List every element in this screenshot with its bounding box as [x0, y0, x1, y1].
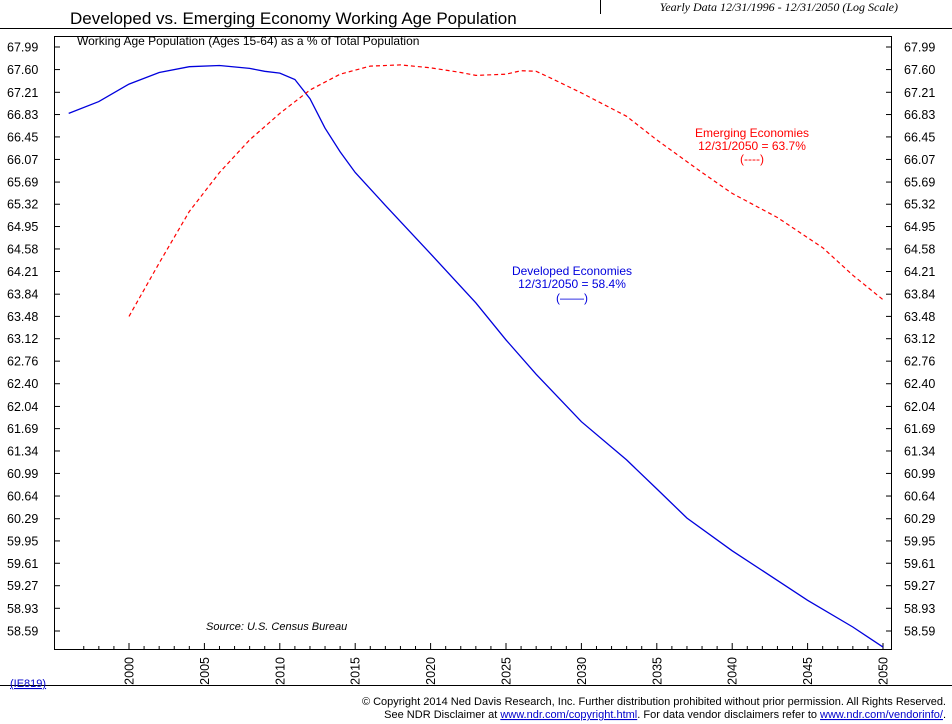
period-note: Yearly Data 12/31/1996 - 12/31/2050 (Log… — [660, 0, 898, 14]
y-tick-label-right: 58.59 — [904, 625, 935, 639]
y-tick-label-left: 67.99 — [7, 41, 38, 55]
x-tick-label: 2050 — [877, 657, 891, 685]
x-tick-label: 2045 — [801, 657, 815, 685]
copyright-link[interactable]: www.ndr.com/copyright.html — [499, 709, 637, 721]
y-tick-label-right: 59.61 — [904, 557, 935, 571]
y-tick-label-left: 59.61 — [7, 557, 38, 571]
y-tick-label-right: 59.95 — [904, 534, 935, 548]
x-axis: 2000 2005 2010 2015 2020 2025 2030 2035 2040 2045… — [83, 643, 891, 685]
y-tick-label-right: 60.64 — [904, 490, 935, 504]
chart-id-link[interactable]: (IE819) — [10, 678, 46, 690]
y-tick-label-left: 62.76 — [7, 355, 38, 369]
y-tick-label-right: 58.93 — [904, 602, 935, 616]
y-tick-label-right: 64.95 — [904, 220, 935, 234]
series-line-developed — [68, 64, 884, 648]
y-tick-label-right: 62.76 — [904, 355, 935, 369]
y-tick-label-right: 59.27 — [904, 579, 935, 593]
y-tick-label-right: 67.60 — [904, 63, 935, 77]
y-tick-label-right: 67.99 — [904, 41, 935, 55]
plot-frame — [54, 36, 892, 650]
y-tick-label-left: 67.60 — [7, 63, 38, 77]
y-tick-label-left: 62.40 — [7, 377, 38, 391]
y-tick-label-left: 65.32 — [7, 198, 38, 212]
disclaimer-suffix: . — [943, 709, 946, 721]
chart-subtitle: Working Age Population (Ages 15-64) as a… — [77, 34, 419, 48]
y-tick-label-left: 61.69 — [7, 422, 38, 436]
y-tick-label-right: 66.07 — [904, 153, 935, 167]
annotation-emerging-value: 12/31/2050 = 63.7% — [698, 139, 806, 153]
y-tick-label-left: 58.93 — [7, 602, 38, 616]
series-line-emerging — [128, 64, 884, 317]
x-tick-label: 2025 — [500, 657, 514, 685]
y-tick-label-right: 63.84 — [904, 288, 935, 302]
y-tick-label-left: 59.95 — [7, 534, 38, 548]
x-tick-label: 2015 — [349, 657, 363, 685]
copyright-line: © Copyright 2014 Ned Davis Research, Inc… — [362, 696, 946, 708]
y-tick-label-right: 64.21 — [904, 265, 935, 279]
y-tick-label-left: 64.95 — [7, 220, 38, 234]
y-tick-label-left: 67.21 — [7, 86, 38, 100]
annotation-developed-legend: (——) — [556, 291, 588, 305]
annotation-emerging-label: Emerging Economies — [695, 126, 809, 140]
annotation-developed-value: 12/31/2050 = 58.4% — [518, 277, 626, 291]
y-tick-label-right: 66.83 — [904, 108, 935, 122]
vendorinfo-link[interactable]: www.ndr.com/vendorinfo/ — [819, 709, 944, 721]
x-tick-label: 2010 — [273, 657, 287, 685]
y-tick-label-left: 64.21 — [7, 265, 38, 279]
y-tick-label-left: 60.29 — [7, 512, 38, 526]
x-tick-label: 2030 — [575, 657, 589, 685]
annotation-emerging-legend: (----) — [740, 152, 764, 166]
y-tick-label-left: 63.12 — [7, 332, 38, 346]
source-note: Source: U.S. Census Bureau — [206, 621, 347, 633]
y-tick-label-right: 66.45 — [904, 130, 935, 144]
y-axis-left: 67.99 67.60 67.21 66.83 66.45 66.07 65.69 65.32… — [7, 41, 60, 639]
y-tick-label-left: 60.64 — [7, 490, 38, 504]
y-tick-label-right: 65.32 — [904, 198, 935, 212]
y-tick-label-left: 62.04 — [7, 400, 38, 414]
disclaimer-prefix: See NDR Disclaimer at — [384, 709, 500, 721]
y-tick-label-left: 58.59 — [7, 625, 38, 639]
x-tick-label: 2040 — [726, 657, 740, 685]
y-tick-label-right: 67.21 — [904, 86, 935, 100]
chart-title: Developed vs. Emerging Economy Working A… — [70, 9, 517, 28]
y-tick-label-left: 64.58 — [7, 242, 38, 256]
y-tick-label-left: 59.27 — [7, 579, 38, 593]
x-tick-label: 2020 — [424, 657, 438, 685]
y-tick-label-left: 65.69 — [7, 176, 38, 190]
y-tick-label-right: 62.40 — [904, 377, 935, 391]
disclaimer-line: See NDR Disclaimer at www.ndr.com/copyri… — [384, 709, 946, 721]
y-tick-label-right: 65.69 — [904, 176, 935, 190]
y-tick-label-right: 60.99 — [904, 467, 935, 481]
annotation-developed-label: Developed Economies — [512, 264, 632, 278]
y-tick-label-left: 66.83 — [7, 108, 38, 122]
y-tick-label-right: 60.29 — [904, 512, 935, 526]
x-tick-label: 2035 — [650, 657, 664, 685]
y-tick-label-left: 66.45 — [7, 130, 38, 144]
y-tick-label-left: 61.34 — [7, 444, 38, 458]
y-tick-label-right: 63.12 — [904, 332, 935, 346]
y-axis-right: 67.99 67.60 67.21 66.83 66.45 66.07 65.69 65.32… — [886, 41, 935, 639]
y-tick-label-right: 62.04 — [904, 400, 935, 414]
y-tick-label-right: 64.58 — [904, 242, 935, 256]
y-tick-label-left: 63.84 — [7, 288, 38, 302]
y-tick-label-right: 63.48 — [904, 310, 935, 324]
y-tick-label-right: 61.69 — [904, 422, 935, 436]
x-tick-label: 2000 — [123, 657, 137, 685]
x-tick-label: 2005 — [198, 657, 212, 685]
y-tick-label-left: 66.07 — [7, 153, 38, 167]
y-tick-label-left: 63.48 — [7, 310, 38, 324]
y-tick-label-left: 60.99 — [7, 467, 38, 481]
disclaimer-mid: . For data vendor disclaimers refer to — [637, 709, 820, 721]
y-tick-label-right: 61.34 — [904, 444, 935, 458]
